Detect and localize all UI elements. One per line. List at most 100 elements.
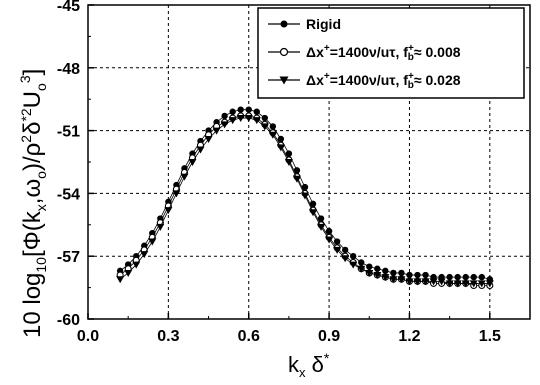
data-point [366,263,373,270]
legend-marker-rigid [280,20,288,28]
ylabel-mid5: U [19,91,46,108]
data-point [269,123,277,130]
x-tick-label: 0.0 [77,328,99,345]
legend-item-028: Δx+=1400ν/uτ, f+ b≈ 0.028 [268,71,461,91]
data-point [406,271,413,279]
data-point [156,223,165,231]
data-point [453,280,462,288]
legend-008-pre: Δx [306,44,324,60]
data-point [309,200,317,208]
legend-008-sup: + [324,43,330,54]
data-point [229,108,236,115]
data-point [124,269,133,277]
ylabel-sub3: o [33,171,49,179]
data-point [357,265,366,273]
legend-marker-008 [279,47,289,57]
data-point [469,280,478,288]
tick-labels: 0.0 0.3 0.6 0.9 1.2 1.5 -45 -48 -51 -54 -57 -60 [57,0,501,345]
data-point [350,253,357,260]
data-point [292,175,301,183]
data-point [196,146,205,154]
ylabel-mid4: δ [19,122,46,135]
y-tick-label: -51 [57,124,80,141]
data-point [470,273,477,281]
data-point [268,131,277,139]
data-point [237,106,244,113]
data-point [293,167,301,174]
data-point [261,114,268,122]
data-point [140,251,149,259]
x-tick-label: 0.9 [318,328,340,345]
legend-label-008: Δx+=1400ν/uτ, f+ b≈ 0.008 [306,43,461,63]
xlabel-sup: * [324,350,330,366]
data-point [485,280,494,288]
data-point [358,259,365,266]
legend-008-sup2: + [408,43,414,54]
y-tick-label: -57 [57,249,80,266]
data-point [300,192,309,200]
data-point [284,159,293,166]
legend-028-post: ≈ 0.028 [414,72,461,88]
legend-028-sub2: b [408,80,414,91]
legend-label-rigid-text: Rigid [306,16,341,32]
data-point [398,269,405,277]
data-point [373,272,382,280]
legend-item-rigid: Rigid [268,16,341,32]
data-point [445,280,454,288]
data-point [277,135,285,143]
data-point [429,278,438,286]
data-point [341,246,349,254]
data-point [260,123,269,131]
data-point [437,278,446,286]
data-point [365,269,374,277]
xlabel-sub: x [299,365,306,380]
legend-028-mid: =1400ν/uτ, f [330,72,409,88]
data-point [245,106,252,113]
data-point [309,209,318,217]
data-point [188,159,197,166]
xlabel-main: k [288,352,300,377]
data-point [236,115,245,123]
data-point [244,115,253,123]
data-point [390,269,397,277]
data-point [461,280,470,288]
data-point [301,183,309,191]
ylabel-post: ] [19,69,46,76]
data-point [148,238,157,246]
data-point [253,108,260,115]
data-point [405,278,414,286]
data-point [220,121,229,129]
ylabel-sub1: 10 [33,257,49,273]
ylabel-mid: [Φ(k [19,210,46,257]
data-point [446,273,453,281]
legend-label-028: Δx+=1400ν/uτ, f+ b≈ 0.028 [306,71,461,91]
legend: Rigid Δx+=1400ν/uτ, f+ b≈ 0.008 Δx+=1400ν… [257,7,525,99]
y-tick-label: -48 [57,61,80,78]
data-point [381,274,390,282]
legend-box [257,7,525,99]
series-2 [116,115,494,288]
data-point [317,215,325,222]
legend-028-sup: + [324,71,330,82]
ylabel-pre: 10 log [19,273,46,338]
ylabel-sup1: 2 [18,135,34,143]
data-point [325,236,334,244]
data-point [180,173,189,181]
legend-label-rigid: Rigid [306,16,341,32]
legend-028-pre: Δx [306,72,324,88]
data-point [478,273,485,281]
y-tick-label: -45 [57,0,80,15]
data-point [172,190,181,198]
data-point [382,267,389,275]
data-point [221,112,228,120]
ylabel-sup2: *2 [18,108,34,121]
x-tick-label: 0.3 [157,328,179,345]
legend-008-mid: =1400ν/uτ, f [330,44,409,60]
data-point [341,255,350,263]
data-point [116,276,125,284]
x-axis-label: kx δ* [288,350,330,380]
x-tick-label: 0.6 [238,328,260,345]
data-point [252,117,261,125]
